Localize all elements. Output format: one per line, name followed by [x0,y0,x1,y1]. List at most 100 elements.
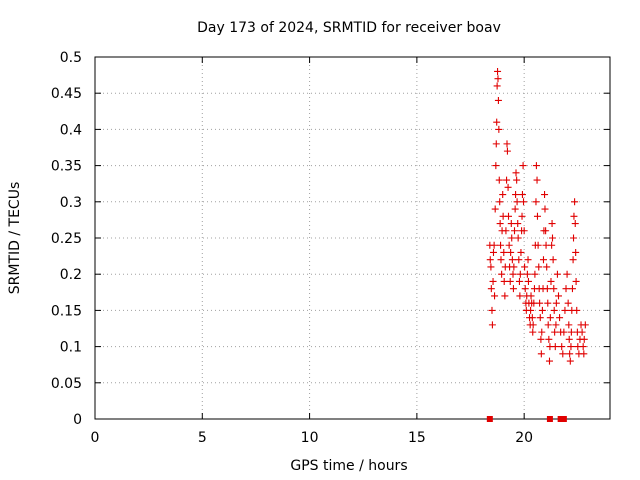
data-point [539,256,547,264]
data-point [524,256,532,264]
data-point [538,328,546,336]
data-point [542,227,550,235]
data-point [520,227,528,235]
data-point [567,328,575,336]
data-point [533,176,541,184]
data-point [550,306,558,314]
data-point [521,285,529,293]
data-point [568,285,576,293]
data-point [561,306,569,314]
data-point [507,248,515,256]
data-point [510,263,518,271]
data-point [543,285,551,293]
data-point [556,314,564,322]
data-point [489,248,497,256]
data-point [515,256,523,264]
data-point [514,234,522,242]
data-point [558,343,566,351]
data-point [488,306,496,314]
data-point [502,227,510,235]
data-point [552,321,560,329]
y-tick-label: 0.35 [51,159,82,175]
data-point [560,328,568,336]
data-point [543,263,551,271]
data-point [523,270,531,278]
data-point [509,270,517,278]
y-tick-label: 0.3 [60,195,82,211]
x-tick-label: 10 [301,430,319,446]
data-point [500,248,508,256]
data-point [487,263,495,271]
data-point [529,328,537,336]
chart-title: Day 173 of 2024, SRMTID for receiver boa… [197,20,501,36]
data-point [492,140,500,148]
data-point [504,183,512,191]
data-point [503,147,511,155]
data-point [498,270,506,278]
data-point [546,314,554,322]
y-tick-label: 0 [73,412,82,428]
data-point [534,241,542,249]
data-point [548,220,556,228]
data-point [486,256,494,264]
data-point [563,270,571,278]
data-point [516,292,524,300]
data-point [545,335,553,343]
data-point [548,241,556,249]
data-point [492,162,500,170]
data-point [493,82,501,90]
data-point [495,176,503,184]
data-point [529,321,537,329]
data-point [493,118,501,126]
data-point [544,321,552,329]
data-point-zero [546,416,553,422]
tick-labels: 0 5 10 15 20 0 0.05 0.1 0.15 0.2 0.25 0.3 0.35 0.4 0.4… [51,50,533,446]
x-tick-label: 15 [408,430,426,446]
data-point [533,212,541,220]
data-point [494,67,502,75]
data-point [544,299,552,307]
data-point [564,299,572,307]
data-point [519,162,527,170]
data-point [541,205,549,213]
data-point [518,212,526,220]
data-point [580,350,588,358]
data-point [535,263,543,271]
data-point [527,306,535,314]
data-point [500,277,508,285]
data-point [551,343,559,351]
data-point [518,191,526,199]
data-point [512,169,520,177]
data-point [513,198,521,206]
data-point [514,220,522,228]
data-point [517,248,525,256]
data-point [532,198,540,206]
data-point [555,292,562,300]
y-axis-label: SRMTID / TECUs [7,182,23,295]
data-point [506,277,514,285]
data-point [509,285,517,293]
data-point [573,306,581,314]
data-point [569,256,577,264]
data-point [536,299,544,307]
data-point [541,191,549,199]
data-point [499,191,507,199]
data-point [549,256,557,264]
data-point [579,343,587,351]
data-point [503,140,511,148]
y-tick-label: 0.1 [60,340,82,356]
data-point [572,277,580,285]
data-point [548,234,556,242]
data-point [566,357,574,365]
data-point [491,292,499,300]
data-point [491,205,499,213]
y-tick-label: 0.2 [60,267,82,283]
x-tick-label: 20 [515,430,533,446]
data-point [494,75,502,83]
data-point [566,350,574,358]
data-point [581,321,589,329]
data-point [494,96,502,104]
data-point [571,220,579,228]
data-point [527,292,535,300]
data-point [538,306,546,314]
